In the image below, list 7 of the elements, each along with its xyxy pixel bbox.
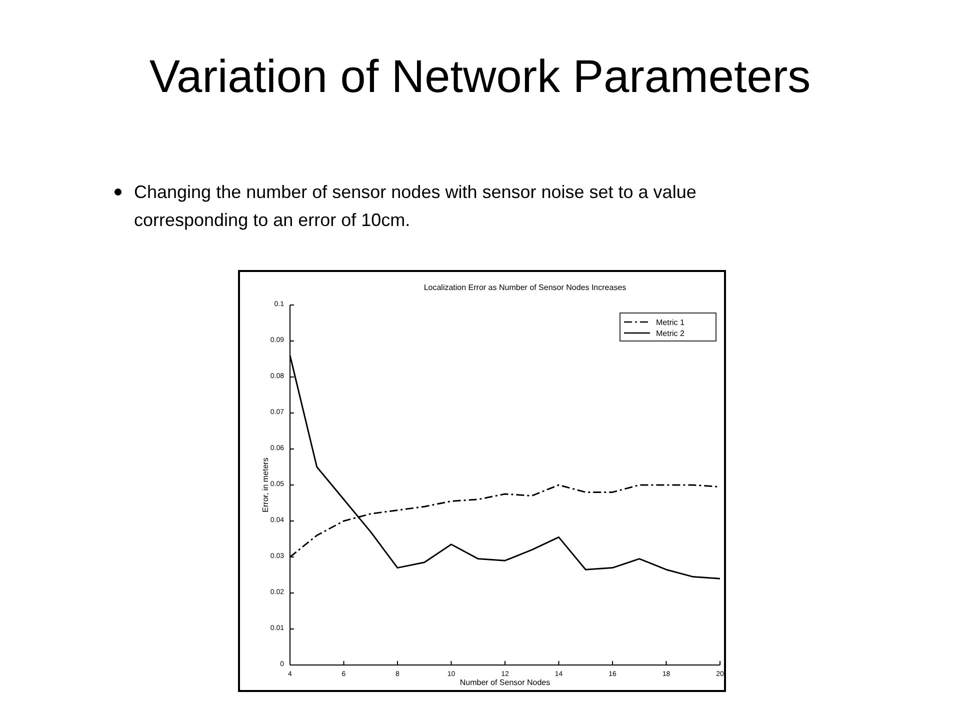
text: Localization Error as Number of Sensor Nodes Increases <box>424 283 626 292</box>
y-axis-title: Error, in meters <box>261 458 270 512</box>
legend-label: Metric 1 <box>656 318 685 327</box>
legend-label: Metric 2 <box>656 329 685 338</box>
x-axis-title: Number of Sensor Nodes <box>460 678 550 687</box>
chart-subtitle: Changing the number of sensor nodes with sensor noise set to a value corresponding to an error of 10cm. <box>134 182 696 230</box>
chart-title: Variation of Network Parameters <box>149 50 811 102</box>
